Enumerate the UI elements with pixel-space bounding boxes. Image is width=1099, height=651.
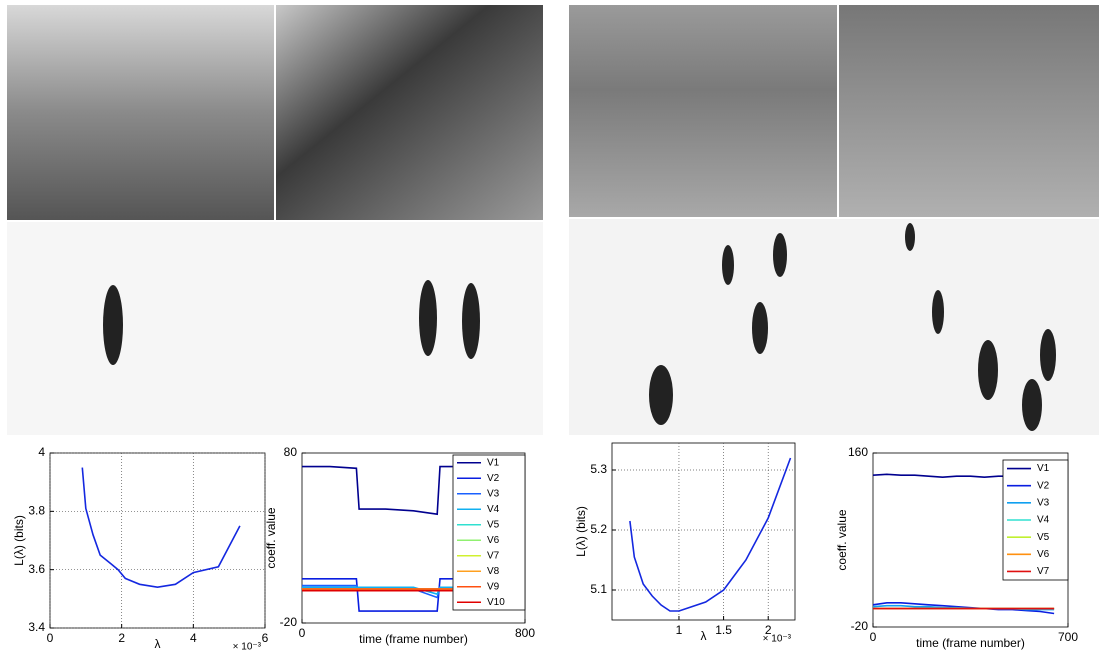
x-tick-label: 6 xyxy=(262,631,269,645)
y-tick-label: 4 xyxy=(38,445,45,459)
x-axis-label: time (frame number) xyxy=(359,632,468,646)
x-tick-label: 0 xyxy=(299,626,306,640)
legend: V1 V2 V3 V4 V5 V6 V7 V8 V9 V10 xyxy=(453,455,525,610)
x-tick-label: 2 xyxy=(118,631,125,645)
photo xyxy=(839,5,1099,217)
y-tick-label: -20 xyxy=(851,619,869,633)
legend-label: V1 xyxy=(487,457,500,468)
legend-label: V6 xyxy=(1037,549,1050,560)
x-multiplier: × 10⁻³ xyxy=(763,634,792,645)
legend-label: V5 xyxy=(1037,532,1050,543)
y-axis-label: L(λ) (bits) xyxy=(12,515,26,566)
y-tick-label: 3.8 xyxy=(28,504,45,518)
legend-label: V8 xyxy=(487,566,500,577)
legend-label: V4 xyxy=(487,504,500,515)
photo xyxy=(276,5,543,220)
x-tick-label: 0 xyxy=(870,630,877,644)
page: {"chart_data": [ {"type": "line", "xlabe… xyxy=(0,0,1099,651)
y-axis-label: coeff. value xyxy=(264,507,278,568)
legend-label: V9 xyxy=(487,581,500,592)
y-tick-label: 5.2 xyxy=(590,522,607,536)
y-tick-label: 5.3 xyxy=(590,462,607,476)
legend-label: V2 xyxy=(1037,480,1050,491)
legend-label: V10 xyxy=(487,597,505,608)
photo xyxy=(569,5,837,217)
x-tick-label: 800 xyxy=(515,626,535,640)
legend-label: V4 xyxy=(1037,515,1050,526)
y-tick-label: 5.1 xyxy=(590,582,607,596)
x-axis-label: time (frame number) xyxy=(916,636,1025,650)
photo xyxy=(7,5,274,220)
figure: 02463.43.63.84λL(λ) (bits)× 10⁻³0800-208… xyxy=(0,0,1099,651)
y-tick-label: 80 xyxy=(284,445,298,459)
y-axis-label: L(λ) (bits) xyxy=(574,506,588,557)
legend-label: V1 xyxy=(1037,463,1050,474)
x-tick-label: 700 xyxy=(1058,630,1078,644)
x-axis-label: λ xyxy=(701,629,707,643)
legend-label: V7 xyxy=(1037,566,1050,577)
legend-label: V7 xyxy=(487,550,500,561)
legend-label: V3 xyxy=(1037,497,1050,508)
y-tick-label: -20 xyxy=(280,615,298,629)
legend-label: V2 xyxy=(487,473,500,484)
photo xyxy=(569,219,1099,435)
legend: V1 V2 V3 V4 V5 V6 V7 xyxy=(1003,460,1068,580)
y-tick-label: 3.4 xyxy=(28,620,45,634)
legend-label: V6 xyxy=(487,535,500,546)
y-tick-label: 3.6 xyxy=(28,562,45,576)
legend-label: V3 xyxy=(487,488,500,499)
plot-area xyxy=(612,443,795,620)
x-tick-label: 1.5 xyxy=(715,623,732,637)
x-tick-label: 0 xyxy=(47,631,54,645)
legend-label: V5 xyxy=(487,519,500,530)
x-axis-label: λ xyxy=(155,637,161,651)
y-axis-label: coeff. value xyxy=(835,509,849,570)
x-tick-label: 4 xyxy=(190,631,197,645)
x-multiplier: × 10⁻³ xyxy=(233,642,262,651)
y-tick-label: 160 xyxy=(848,445,868,459)
photos xyxy=(7,5,1099,435)
x-tick-label: 1 xyxy=(676,623,683,637)
